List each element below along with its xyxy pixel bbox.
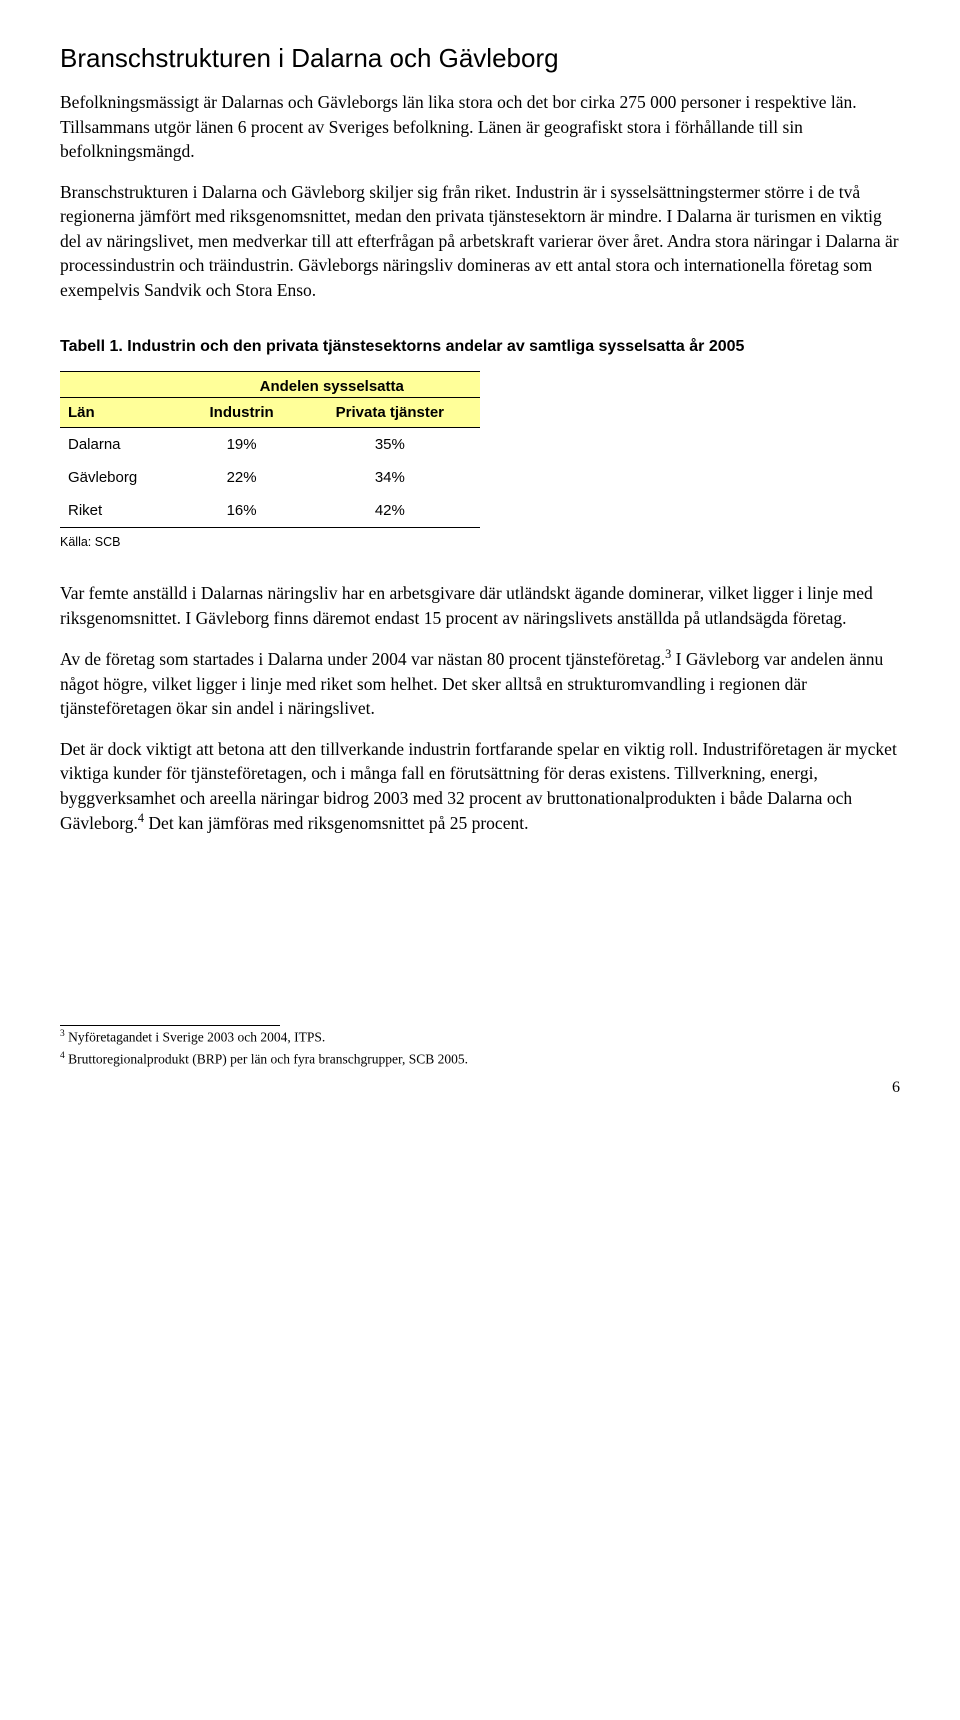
paragraph-2: Branschstrukturen i Dalarna och Gävlebor…	[60, 180, 900, 303]
table-caption: Tabell 1. Industrin och den privata tjän…	[60, 336, 900, 358]
paragraph-5: Det är dock viktigt att betona att den t…	[60, 737, 900, 836]
page-number: 6	[60, 1077, 900, 1099]
table-cell-industrin: 19%	[184, 427, 300, 461]
table-header-empty	[60, 371, 184, 397]
table-header-privata: Privata tjänster	[300, 397, 480, 427]
footnote-4: 4 Bruttoregionalprodukt (BRP) per län oc…	[60, 1050, 900, 1069]
table-cell-lan: Riket	[60, 494, 184, 528]
table-header-lan: Län	[60, 397, 184, 427]
paragraph-4a: Av de företag som startades i Dalarna un…	[60, 649, 665, 669]
table-cell-privata: 35%	[300, 427, 480, 461]
paragraph-4: Av de företag som startades i Dalarna un…	[60, 646, 900, 720]
footnote-3: 3 Nyföretagandet i Sverige 2003 och 2004…	[60, 1028, 900, 1047]
table-header-industrin: Industrin	[184, 397, 300, 427]
section-heading: Branschstrukturen i Dalarna och Gävlebor…	[60, 40, 900, 76]
table-cell-industrin: 16%	[184, 494, 300, 528]
table-row: Riket 16% 42%	[60, 494, 480, 528]
table-header-span: Andelen sysselsatta	[184, 371, 481, 397]
table-cell-lan: Gävleborg	[60, 461, 184, 494]
table-source: Källa: SCB	[60, 534, 900, 552]
footnote-text-4: Bruttoregionalprodukt (BRP) per län och …	[65, 1051, 468, 1066]
employment-table: Andelen sysselsatta Län Industrin Privat…	[60, 371, 480, 528]
table-cell-privata: 34%	[300, 461, 480, 494]
footnote-text-3: Nyföretagandet i Sverige 2003 och 2004, …	[65, 1030, 326, 1045]
paragraph-3: Var femte anställd i Dalarnas näringsliv…	[60, 581, 900, 630]
paragraph-1: Befolkningsmässigt är Dalarnas och Gävle…	[60, 90, 900, 164]
table-cell-industrin: 22%	[184, 461, 300, 494]
paragraph-5b: Det kan jämföras med riksgenomsnittet på…	[144, 813, 528, 833]
table-cell-privata: 42%	[300, 494, 480, 528]
table-cell-lan: Dalarna	[60, 427, 184, 461]
table-row: Gävleborg 22% 34%	[60, 461, 480, 494]
table-row: Dalarna 19% 35%	[60, 427, 480, 461]
